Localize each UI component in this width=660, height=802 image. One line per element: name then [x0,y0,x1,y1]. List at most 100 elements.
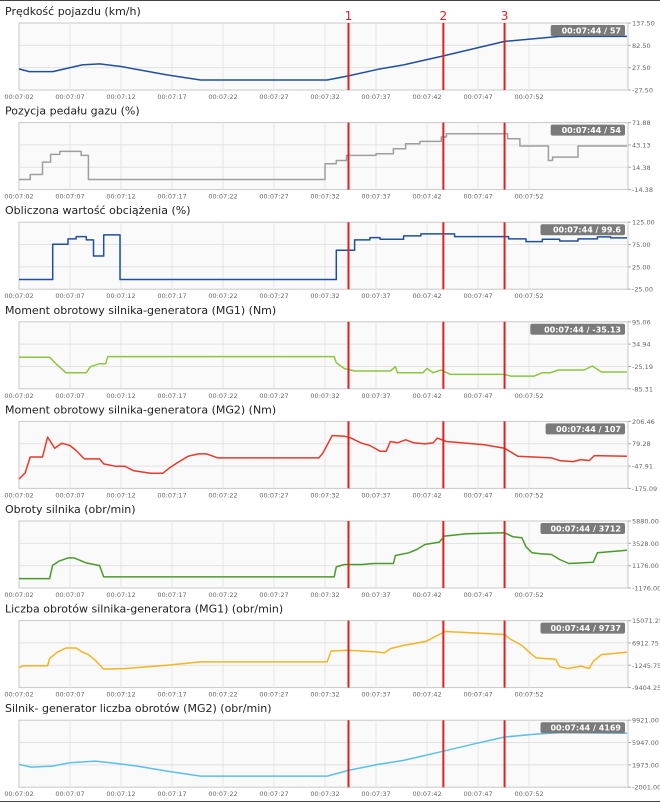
x-tick-label: 00:07:07 [55,691,84,699]
series-line [18,434,628,480]
tooltip-value: 00:07:44 / 3712 [550,525,621,534]
tooltip-value: 00:07:44 / 4169 [550,724,621,733]
y-tick-label: 5880.00 [632,518,659,526]
x-tick-label: 00:07:32 [310,691,339,699]
x-tick-label: 00:07:07 [55,193,84,201]
x-tick-label: 00:07:47 [463,392,492,400]
x-tick-label: 00:07:12 [106,292,135,300]
y-tick-label: 25.00 [632,263,651,271]
x-tick-label: 00:07:12 [106,491,135,499]
x-tick-label: 00:07:52 [514,93,543,101]
x-tick-label: 00:07:47 [463,93,492,101]
chart-panel: Liczba obrotów silnika-generatora (MG1) … [4,603,660,699]
marker-label-2: 2 [440,9,448,23]
tooltip-box [540,622,625,634]
tooltip-value: 00:07:44 / 57 [562,27,621,36]
x-tick-label: 00:07:02 [4,392,33,400]
y-tick-label: 5947.00 [632,739,659,747]
x-tick-label: 00:07:17 [157,591,186,599]
x-tick-label: 00:07:17 [157,491,186,499]
x-tick-label: 00:07:37 [361,193,390,201]
x-tick-label: 00:07:37 [361,392,390,400]
x-tick-label: 00:07:12 [106,93,135,101]
tooltip-box [540,523,625,534]
x-tick-label: 00:07:02 [4,93,33,101]
series-line [19,132,627,181]
chart-panel: Silnik- generator liczba obrotów (MG2) (… [4,702,660,798]
x-tick-label: 00:07:17 [157,193,186,201]
series-line [18,35,627,81]
plot-area [18,620,629,689]
x-tick-label: 00:07:47 [463,292,492,300]
tooltip-value: 00:07:44 / 107 [556,425,621,434]
y-tick-label: 43.13 [632,141,651,149]
y-tick-label: 9921.00 [632,717,659,725]
x-tick-label: 00:07:42 [412,93,441,101]
x-tick-label: 00:07:17 [157,392,186,400]
chart-title: Obroty silnika (obr/min) [5,503,136,516]
x-tick-label: 00:07:42 [412,691,441,699]
plot-area [18,520,629,589]
x-tick-label: 00:07:42 [412,392,441,400]
x-tick-label: 00:07:12 [106,790,135,798]
tooltip-box [540,224,625,236]
x-tick-label: 00:07:52 [514,790,543,798]
marker-label-3: 3 [501,9,509,23]
chart-title: Pozycja pedału gazu (%) [5,105,140,118]
y-tick-label: -14.38 [632,186,653,194]
y-tick-label: -9404.25 [632,684,660,692]
x-tick-label: 00:07:12 [106,691,135,699]
x-tick-label: 00:07:27 [259,193,288,201]
y-tick-label: 3528.00 [632,540,659,548]
tooltip-value: 00:07:44 / -35.13 [544,325,621,334]
x-tick-label: 00:07:52 [514,193,543,201]
x-tick-label: 00:07:42 [412,292,441,300]
y-tick-label: 6912.75 [632,639,659,647]
x-tick-label: 00:07:47 [463,691,492,699]
x-tick-label: 00:07:02 [4,790,33,798]
series-line [18,630,628,670]
x-tick-label: 00:07:17 [157,292,186,300]
y-tick-label: 1973.00 [632,761,659,769]
y-tick-label: -1176.00 [632,585,660,593]
x-tick-label: 00:07:22 [208,93,237,101]
x-tick-label: 00:07:32 [310,491,339,499]
chart-title: Silnik- generator liczba obrotów (MG2) (… [5,702,272,715]
x-tick-label: 00:07:42 [412,591,441,599]
tooltip-value: 00:07:44 / 54 [562,126,622,135]
tooltip-box [545,423,625,435]
x-tick-label: 00:07:32 [310,790,339,798]
chart-panel: Obroty silnika (obr/min) 00:07:02 00:07:07… [4,503,660,599]
x-tick-label: 00:07:32 [310,292,339,300]
chart-title: Liczba obrotów silnika-generatora (MG1) … [5,603,283,616]
x-tick-label: 00:07:12 [106,193,135,201]
x-tick-label: 00:07:22 [208,491,237,499]
y-tick-label: 206.46 [632,418,655,426]
x-tick-label: 00:07:32 [310,591,339,599]
x-tick-label: 00:07:42 [412,790,441,798]
plot-area [18,420,629,489]
plot-area [18,719,629,788]
tooltip-value: 00:07:44 / 9737 [550,624,621,633]
x-tick-label: 00:07:07 [55,93,84,101]
tooltip-box [530,323,625,335]
y-tick-label: 71.88 [632,119,651,127]
y-tick-label: -25.19 [632,363,653,371]
tooltip-box [550,124,625,136]
x-tick-label: 00:07:52 [514,292,543,300]
series-line [19,531,628,580]
x-tick-label: 00:07:52 [514,392,543,400]
plot-area [18,122,629,191]
x-tick-label: 00:07:27 [259,392,288,400]
y-tick-label: -25.00 [632,286,653,294]
y-tick-label: 137.50 [632,20,655,28]
plot-area [18,22,629,91]
x-tick-label: 00:07:02 [4,491,33,499]
x-tick-label: 00:07:17 [157,790,186,798]
x-tick-label: 00:07:42 [412,491,441,499]
tooltip-value: 00:07:44 / 99.6 [553,226,621,235]
x-tick-label: 00:07:07 [55,392,84,400]
x-tick-label: 00:07:37 [361,591,390,599]
tooltip-box [550,25,625,36]
